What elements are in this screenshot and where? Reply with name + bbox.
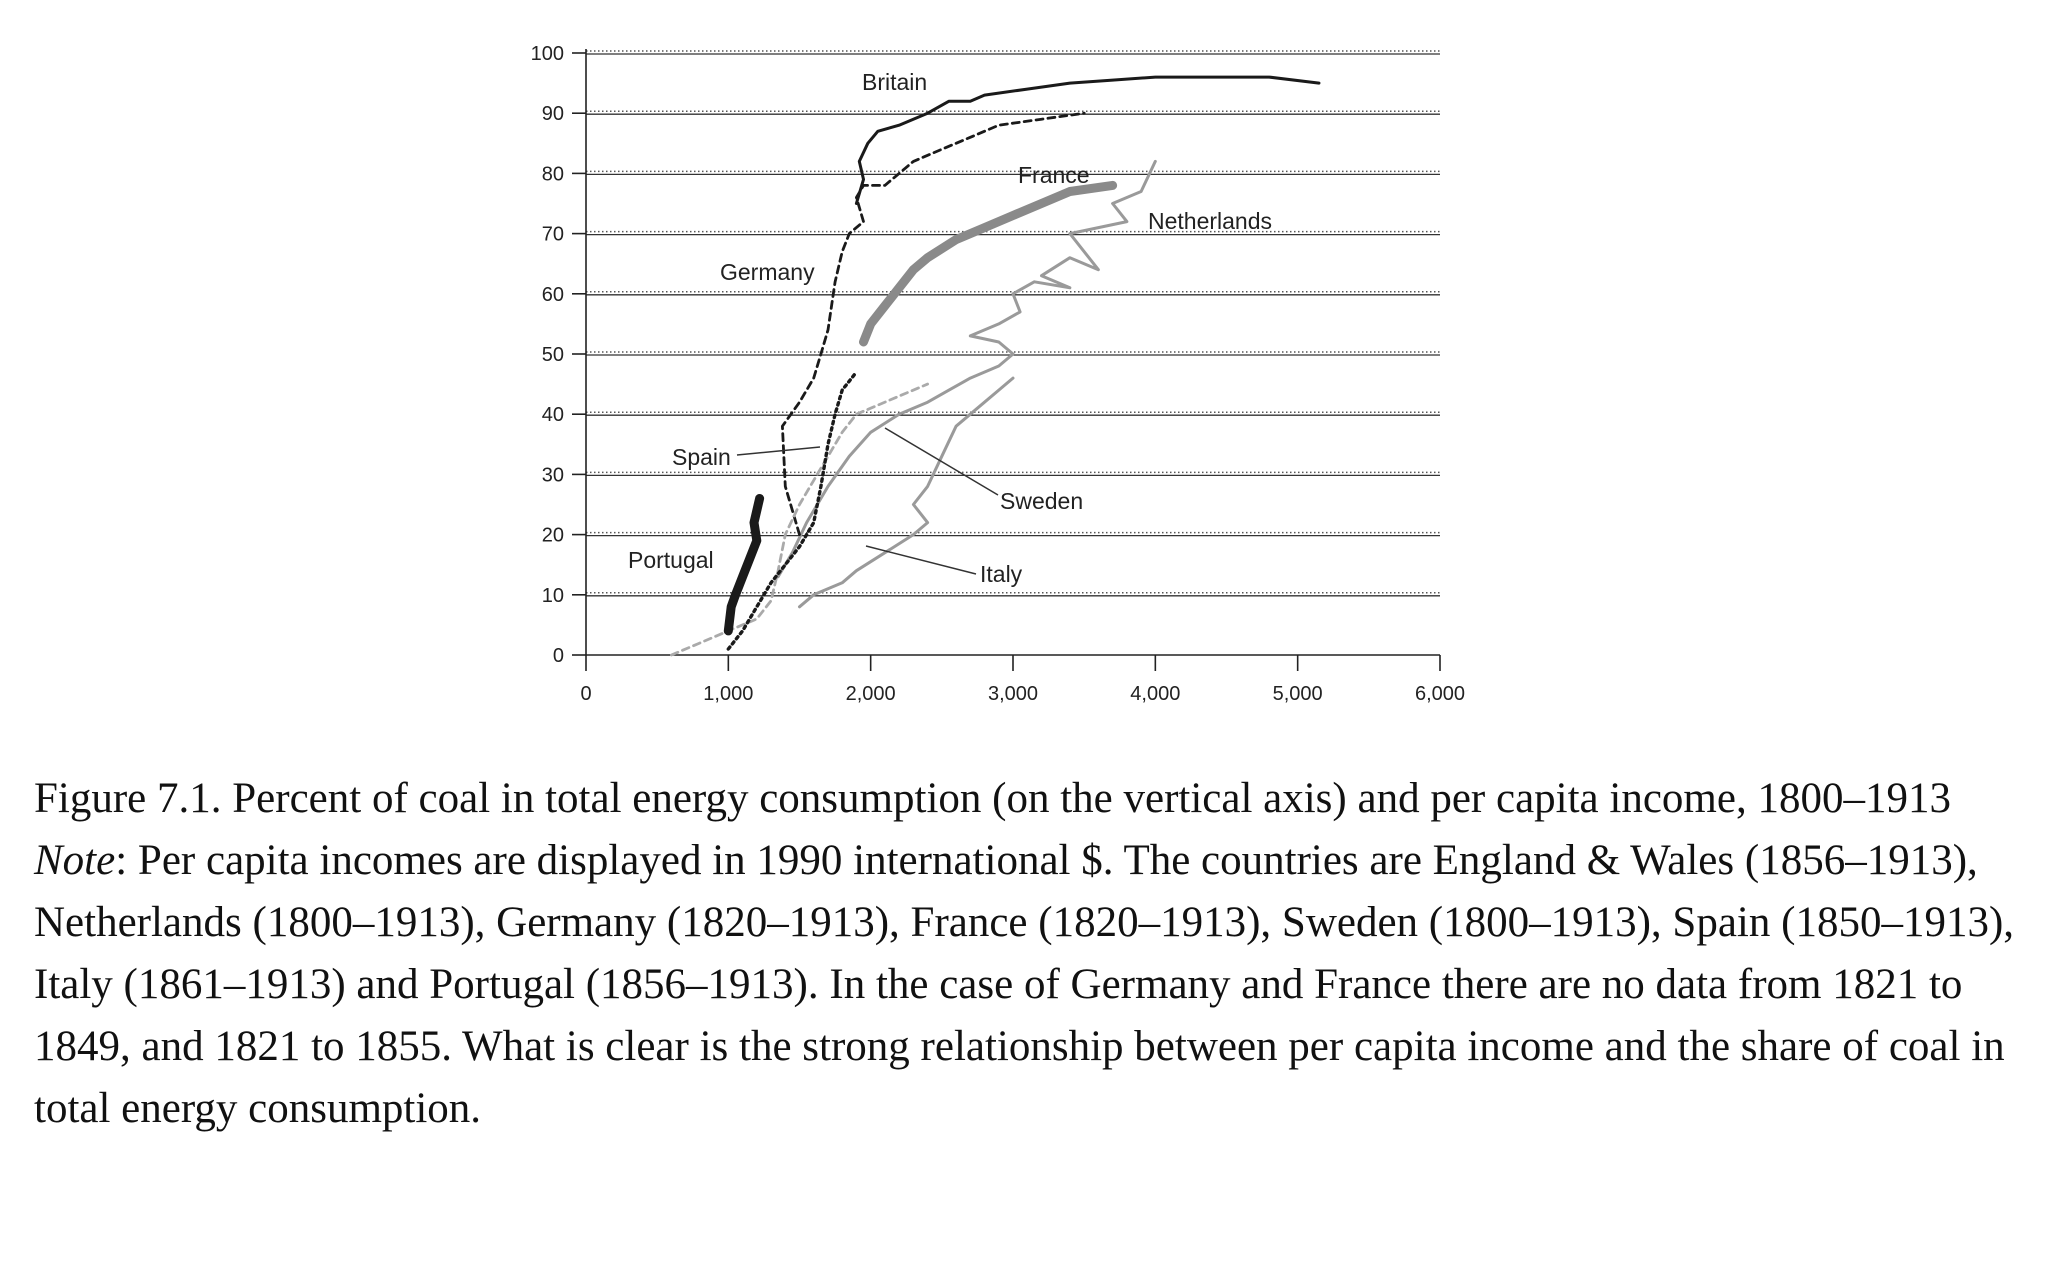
x-tick-label: 3,000	[988, 683, 1038, 705]
series-line-portugal	[723, 494, 765, 636]
caption-title: Figure 7.1. Percent of coal in total ene…	[34, 775, 1951, 822]
figure-caption: Figure 7.1. Percent of coal in total ene…	[34, 768, 2034, 1140]
series-label-britain: Britain	[862, 69, 927, 95]
x-tick-label: 5,000	[1273, 683, 1323, 705]
x-tick-label: 2,000	[846, 683, 896, 705]
y-tick-label: 20	[542, 525, 564, 547]
x-tick-label: 0	[580, 683, 591, 705]
series-label-germany: Germany	[720, 259, 815, 285]
series-label-italy: Italy	[980, 561, 1023, 587]
x-tick-label: 4,000	[1130, 683, 1180, 705]
caption-note: Note: Per capita incomes are displayed i…	[34, 830, 2034, 1140]
series-label-netherlands: Netherlands	[1148, 208, 1272, 234]
series-line-italy	[726, 370, 859, 651]
y-tick-label: 0	[553, 645, 564, 667]
note-label: Note	[34, 837, 116, 884]
series-label-spain: Spain	[672, 444, 731, 470]
y-tick-label: 50	[542, 344, 564, 366]
chart-figure: 0 10 20 30 40 50 60 70 80 90 100 0 1,000 2,000 3,000 4,…	[531, 43, 1465, 705]
series-line-france	[859, 180, 1118, 347]
y-tick-label: 70	[542, 224, 564, 246]
y-tick-label: 60	[542, 284, 564, 306]
y-tick-label: 10	[542, 585, 564, 607]
line-chart: 0 10 20 30 40 50 60 70 80 90 100 0 1,000 2,000 3,000 4,…	[531, 43, 1465, 705]
y-tick-label: 90	[542, 103, 564, 125]
y-tick-label: 30	[542, 464, 564, 486]
leader-line-spain	[736, 446, 821, 456]
series-line-germany	[781, 111, 1086, 536]
y-tick-label: 40	[542, 404, 564, 426]
y-tick-label: 80	[542, 163, 564, 185]
series-line-spain	[670, 382, 929, 657]
leader-line-italy	[865, 545, 977, 575]
note-text: : Per capita incomes are displayed in 19…	[34, 837, 2015, 1132]
x-tick-label: 6,000	[1415, 683, 1465, 705]
leader-line-sweden	[884, 427, 999, 496]
series-label-france: France	[1018, 162, 1090, 188]
series-label-sweden: Sweden	[1000, 488, 1083, 514]
series-line-britain	[854, 75, 1321, 205]
series-label-portugal: Portugal	[628, 547, 714, 573]
series-line-netherlands	[776, 159, 1157, 579]
y-tick-label: 100	[531, 43, 564, 65]
x-tick-label: 1,000	[703, 683, 753, 705]
series-line-sweden	[798, 376, 1015, 609]
